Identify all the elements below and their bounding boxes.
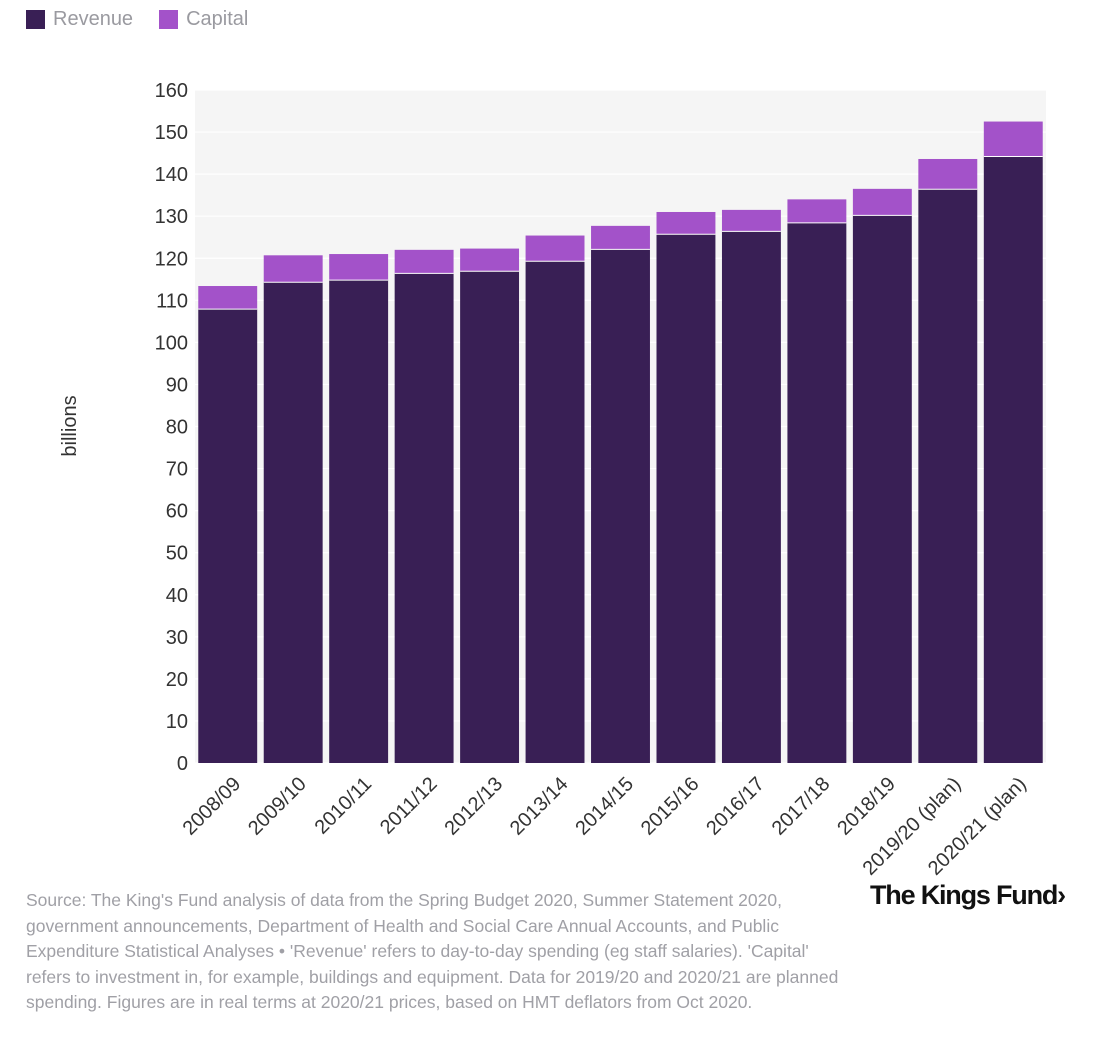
legend-item-capital[interactable]: Capital <box>159 8 248 31</box>
x-tick-label: 2011/12 <box>376 773 442 839</box>
y-axis-title: billions <box>59 395 81 456</box>
x-tick-label: 2008/09 <box>179 773 246 840</box>
y-tick-label: 110 <box>156 290 188 312</box>
legend-label-revenue: Revenue <box>53 8 134 30</box>
bar-capital-2 <box>329 254 389 281</box>
legend-label-capital: Capital <box>186 8 249 30</box>
bar-capital-4 <box>460 248 520 272</box>
legend-swatch-revenue <box>26 10 45 29</box>
bar-revenue-4 <box>460 271 520 763</box>
y-tick-label: 150 <box>155 122 188 144</box>
bar-revenue-10 <box>852 215 912 763</box>
bar-revenue-9 <box>787 222 847 764</box>
y-tick-label: 100 <box>155 332 188 354</box>
y-tick-label: 70 <box>166 459 188 481</box>
bar-capital-6 <box>591 225 650 250</box>
x-tick-label: 2010/11 <box>311 773 377 839</box>
x-tick-label: 2009/10 <box>244 773 311 840</box>
bar-revenue-7 <box>656 234 716 764</box>
y-tick-label: 0 <box>177 753 188 775</box>
y-tick-label: 60 <box>166 501 188 523</box>
x-tick-label: 2016/17 <box>702 773 769 840</box>
y-tick-label: 40 <box>166 585 188 607</box>
kings-fund-logo: The Kings Fund› <box>870 880 1066 910</box>
y-tick-label: 10 <box>166 711 188 733</box>
x-tick-label: 2015/16 <box>637 773 704 840</box>
bar-capital-11 <box>918 158 978 190</box>
x-tick-label: 2014/15 <box>571 773 638 840</box>
source-note: Source: The King's Fund analysis of data… <box>26 890 839 1012</box>
y-tick-label: 90 <box>166 374 188 396</box>
bar-revenue-0 <box>198 309 258 763</box>
bar-capital-3 <box>394 249 454 274</box>
bar-revenue-6 <box>591 249 650 763</box>
bar-revenue-8 <box>721 231 781 763</box>
y-tick-label: 160 <box>155 80 188 102</box>
bar-revenue-5 <box>525 261 585 763</box>
bar-capital-5 <box>525 235 585 262</box>
y-tick-label: 50 <box>166 543 188 565</box>
legend: Revenue Capital <box>26 8 248 31</box>
y-tick-label: 80 <box>166 417 188 439</box>
bar-revenue-3 <box>394 273 454 763</box>
bar-capital-1 <box>263 255 323 283</box>
bar-capital-12 <box>983 121 1043 157</box>
bar-capital-9 <box>787 199 847 223</box>
legend-swatch-capital <box>159 10 179 29</box>
bar-capital-7 <box>656 211 716 235</box>
bar-revenue-2 <box>329 280 389 763</box>
x-tick-label: 2012/13 <box>440 773 507 840</box>
y-tick-label: 20 <box>166 669 188 691</box>
y-tick-label: 140 <box>155 164 188 186</box>
y-tick-label: 30 <box>166 627 188 649</box>
x-tick-label: 2018/19 <box>833 773 900 840</box>
y-tick-label: 120 <box>155 248 188 270</box>
bar-revenue-1 <box>263 282 323 763</box>
bar-revenue-12 <box>983 156 1043 764</box>
y-tick-label: 130 <box>155 206 188 228</box>
bar-capital-10 <box>852 188 912 216</box>
x-tick-label: 2013/14 <box>506 773 573 840</box>
stacked-bar-chart: 0 10 20 30 40 50 60 70 80 90 100 110 120 130 140 150 160… <box>59 80 1043 880</box>
bar-capital-0 <box>198 286 258 310</box>
bar-revenue-11 <box>918 189 978 763</box>
x-tick-label: 2017/18 <box>768 773 835 840</box>
bar-capital-8 <box>721 209 781 232</box>
legend-item-revenue[interactable]: Revenue <box>26 8 133 31</box>
